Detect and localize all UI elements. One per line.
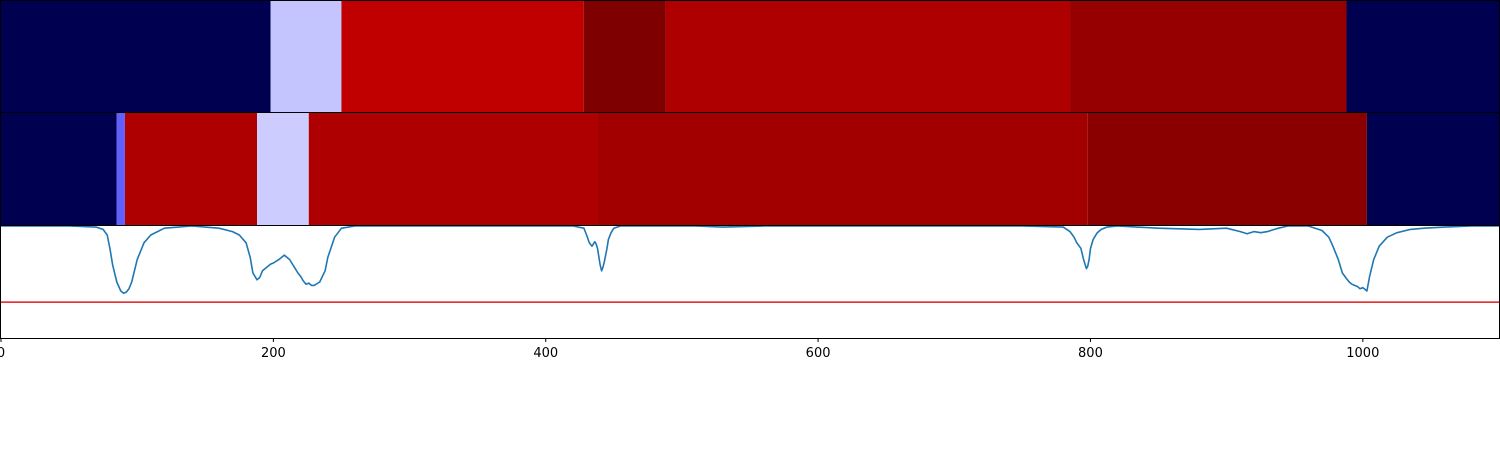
heatmap-row-1-segment-5 bbox=[665, 1, 1071, 112]
x-tick-label-400: 400 bbox=[533, 346, 558, 361]
x-tick-label-200: 200 bbox=[261, 346, 286, 361]
heatmap-row-1-segment-7 bbox=[1346, 1, 1499, 112]
x-tick-label-0: 0 bbox=[0, 346, 5, 361]
line-panel bbox=[1, 225, 1499, 338]
heatmap-row-1-segment-6 bbox=[1070, 1, 1347, 112]
x-tick-label-600: 600 bbox=[806, 346, 831, 361]
heatmap-row-2-segment-1 bbox=[1, 113, 117, 225]
heatmap-row-2-segment-8 bbox=[1366, 113, 1499, 225]
heatmap-row-1-segment-2 bbox=[270, 1, 342, 112]
heatmap-row-1-segment-3 bbox=[341, 1, 584, 112]
heatmap-row-1-segment-4 bbox=[583, 1, 666, 112]
heatmap-row-2-segment-2 bbox=[116, 113, 125, 225]
heatmap-row-2-segment-7 bbox=[1087, 113, 1367, 225]
series-line bbox=[1, 225, 1499, 294]
heatmap-row-2-segment-5 bbox=[308, 113, 598, 225]
heatmap-row-2-segment-6 bbox=[597, 113, 1088, 225]
heatmap-row-1-segment-1 bbox=[1, 1, 271, 112]
x-axis: 0 200 400 600 800 1000 bbox=[0, 338, 1379, 361]
line-panel-background bbox=[1, 226, 1499, 338]
x-tick-label-800: 800 bbox=[1078, 346, 1103, 361]
heatmap-rows bbox=[1, 1, 1499, 225]
heatmap-row-2-segment-4 bbox=[257, 113, 309, 225]
x-tick-label-1000: 1000 bbox=[1346, 346, 1379, 361]
heatmap-row-2-segment-3 bbox=[124, 113, 258, 225]
